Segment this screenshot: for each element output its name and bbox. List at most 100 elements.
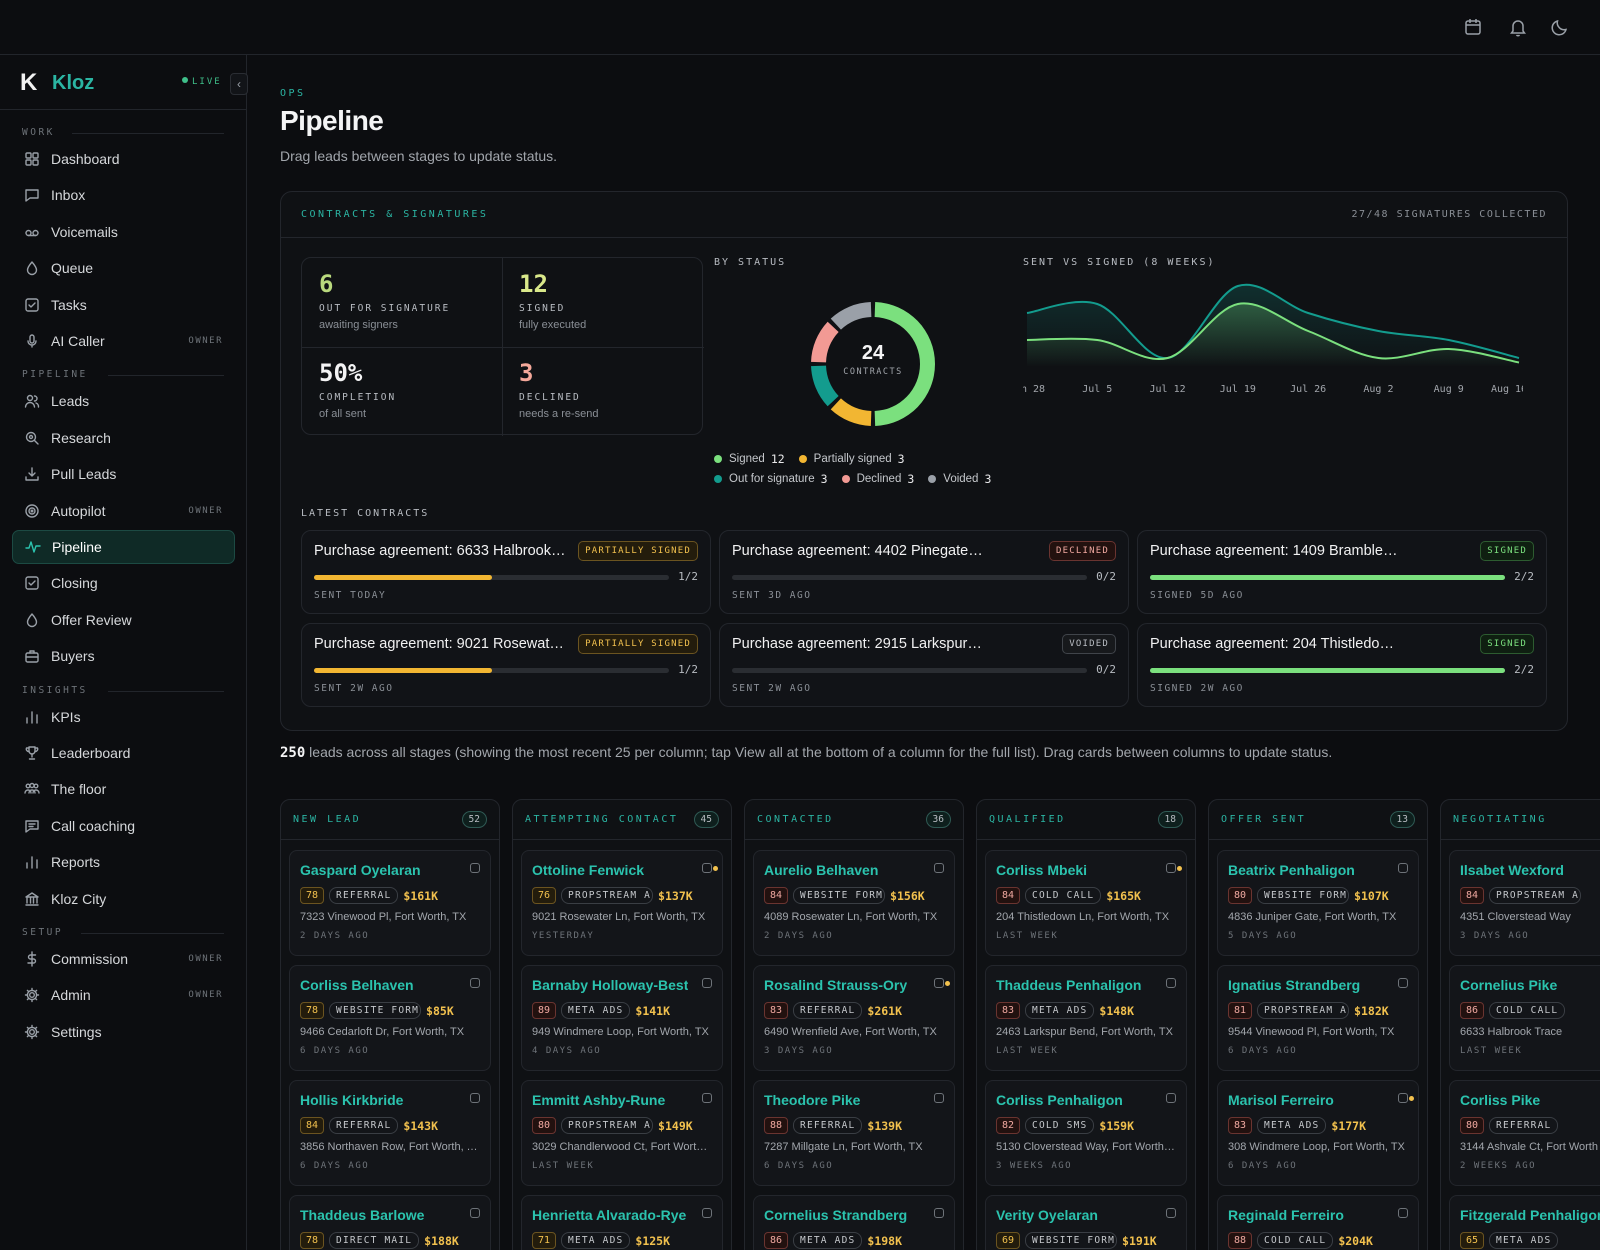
sidebar-item-commission[interactable]: Commission OWNER <box>12 942 235 976</box>
contract-card[interactable]: Purchase agreement: 4402 Pinegate Xing DE… <box>719 530 1129 614</box>
sidebar-item-settings[interactable]: Settings <box>12 1015 235 1049</box>
donut-slice-partially-signed[interactable] <box>830 398 872 426</box>
lead-name[interactable]: Ignatius Strandberg <box>1228 977 1361 993</box>
sidebar-item-reports[interactable]: Reports <box>12 845 235 879</box>
calendar-icon[interactable] <box>1463 17 1483 37</box>
select-checkbox[interactable] <box>702 1208 712 1218</box>
lead-name[interactable]: Thaddeus Penhaligon <box>996 977 1142 993</box>
select-checkbox[interactable] <box>702 978 712 988</box>
select-checkbox[interactable] <box>470 978 480 988</box>
lead-name[interactable]: Ilsabet Wexford <box>1460 862 1564 878</box>
sidebar-item-dashboard[interactable]: Dashboard <box>12 142 235 176</box>
contract-card[interactable]: Purchase agreement: 6633 Halbrook Trace P… <box>301 530 711 614</box>
lead-card[interactable]: Cornelius Pike 86 COLD CALL 6633 Halbrook T… <box>1449 965 1600 1071</box>
lead-name[interactable]: Cornelius Strandberg <box>764 1207 908 1223</box>
lead-card[interactable]: Ignatius Strandberg 81 PROPSTREAM A $182K 95… <box>1217 965 1419 1071</box>
sidebar-item-leaderboard[interactable]: Leaderboard <box>12 736 235 770</box>
contract-card[interactable]: Purchase agreement: 204 Thistledown Ln SI… <box>1137 623 1547 707</box>
lead-card[interactable]: Corliss Pike 80 REFERRAL 3144 Ashvale Ct, F… <box>1449 1080 1600 1186</box>
select-checkbox[interactable] <box>470 863 480 873</box>
lead-card[interactable]: Emmitt Ashby-Rune 80 PROPSTREAM A $149K 3029… <box>521 1080 723 1186</box>
lead-card[interactable]: Beatrix Penhaligon 80 WEBSITE FORM $107K 483… <box>1217 850 1419 956</box>
lead-card[interactable]: Theodore Pike 88 REFERRAL $139K 7287 Millgat… <box>753 1080 955 1186</box>
contract-card[interactable]: Purchase agreement: 2915 Larkspur Bend VO… <box>719 623 1129 707</box>
select-checkbox[interactable] <box>1166 863 1182 873</box>
sidebar-item-admin[interactable]: Admin OWNER <box>12 978 235 1012</box>
sidebar-item-voicemails[interactable]: Voicemails <box>12 215 235 249</box>
lead-card[interactable]: Corliss Penhaligon 82 COLD SMS $159K 5130 Cl… <box>985 1080 1187 1186</box>
lead-card[interactable]: Ilsabet Wexford 84 PROPSTREAM A 4351 Clover… <box>1449 850 1600 956</box>
lead-name[interactable]: Marisol Ferreiro <box>1228 1092 1334 1108</box>
lead-name[interactable]: Fitzgerald Penhaligon <box>1460 1207 1600 1223</box>
donut-slice-out-for-signature[interactable] <box>811 365 839 407</box>
lead-card[interactable]: Aurelio Belhaven 84 WEBSITE FORM $156K 4089 … <box>753 850 955 956</box>
lead-card[interactable]: Fitzgerald Penhaligon 65 META ADS <box>1449 1195 1600 1250</box>
moon-icon[interactable] <box>1550 17 1570 37</box>
lead-name[interactable]: Corliss Penhaligon <box>996 1092 1123 1108</box>
lead-card[interactable]: Verity Oyelaran 69 WEBSITE FORM $191K <box>985 1195 1187 1250</box>
lead-name[interactable]: Gaspard Oyelaran <box>300 862 421 878</box>
select-checkbox[interactable] <box>470 1208 480 1218</box>
lead-card[interactable]: Marisol Ferreiro 83 META ADS $177K 308 Windm… <box>1217 1080 1419 1186</box>
select-checkbox[interactable] <box>702 863 718 873</box>
sidebar-item-offer-review[interactable]: Offer Review <box>12 603 235 637</box>
lead-name[interactable]: Rosalind Strauss-Ory <box>764 977 908 993</box>
sidebar-item-kpis[interactable]: KPIs <box>12 700 235 734</box>
lead-card[interactable]: Corliss Belhaven 78 WEBSITE FORM $85K 9466 C… <box>289 965 491 1071</box>
donut-slice-declined[interactable] <box>811 321 839 363</box>
lead-name[interactable]: Emmitt Ashby-Rune <box>532 1092 666 1108</box>
sidebar-item-inbox[interactable]: Inbox <box>12 178 235 212</box>
lead-name[interactable]: Corliss Mbeki <box>996 862 1088 878</box>
select-checkbox[interactable] <box>702 1093 712 1103</box>
lead-card[interactable]: Barnaby Holloway-Best 89 META ADS $141K 949 … <box>521 965 723 1071</box>
sidebar-item-pull-leads[interactable]: Pull Leads <box>12 457 235 491</box>
sidebar-item-call-coaching[interactable]: Call coaching <box>12 809 235 843</box>
logo[interactable]: K <box>20 69 38 96</box>
lead-name[interactable]: Beatrix Penhaligon <box>1228 862 1355 878</box>
select-checkbox[interactable] <box>1398 1208 1408 1218</box>
select-checkbox[interactable] <box>470 1093 480 1103</box>
lead-name[interactable]: Corliss Pike <box>1460 1092 1541 1108</box>
sidebar-item-research[interactable]: Research <box>12 421 235 455</box>
select-checkbox[interactable] <box>1398 863 1408 873</box>
select-checkbox[interactable] <box>934 1093 944 1103</box>
bell-icon[interactable] <box>1508 17 1528 37</box>
sidebar-item-the-floor[interactable]: The floor <box>12 772 235 806</box>
sidebar-item-buyers[interactable]: Buyers <box>12 639 235 673</box>
contract-card[interactable]: Purchase agreement: 9021 Rosewater Ln PAR… <box>301 623 711 707</box>
lead-name[interactable]: Henrietta Alvarado-Rye <box>532 1207 687 1223</box>
sidebar-item-kloz-city[interactable]: Kloz City <box>12 882 235 916</box>
lead-card[interactable]: Ottoline Fenwick 76 PROPSTREAM A $137K 9021 … <box>521 850 723 956</box>
lead-name[interactable]: Cornelius Pike <box>1460 977 1558 993</box>
lead-name[interactable]: Aurelio Belhaven <box>764 862 879 878</box>
lead-name[interactable]: Corliss Belhaven <box>300 977 414 993</box>
app-name[interactable]: Kloz <box>52 72 95 94</box>
lead-card[interactable]: Henrietta Alvarado-Rye 71 META ADS $125K <box>521 1195 723 1250</box>
lead-card[interactable]: Reginald Ferreiro 88 COLD CALL $204K <box>1217 1195 1419 1250</box>
select-checkbox[interactable] <box>934 978 950 988</box>
lead-card[interactable]: Rosalind Strauss-Ory 83 REFERRAL $261K 6490 … <box>753 965 955 1071</box>
lead-name[interactable]: Thaddeus Barlowe <box>300 1207 425 1223</box>
select-checkbox[interactable] <box>1166 1208 1176 1218</box>
lead-name[interactable]: Verity Oyelaran <box>996 1207 1098 1223</box>
select-checkbox[interactable] <box>934 863 944 873</box>
lead-name[interactable]: Theodore Pike <box>764 1092 861 1108</box>
contract-card[interactable]: Purchase agreement: 1409 Bramblecote St S… <box>1137 530 1547 614</box>
lead-name[interactable]: Reginald Ferreiro <box>1228 1207 1344 1223</box>
sidebar-item-leads[interactable]: Leads <box>12 384 235 418</box>
select-checkbox[interactable] <box>1166 1093 1176 1103</box>
lead-card[interactable]: Gaspard Oyelaran 78 REFERRAL $161K 7323 Vine… <box>289 850 491 956</box>
sidebar-item-tasks[interactable]: Tasks <box>12 288 235 322</box>
select-checkbox[interactable] <box>1398 1093 1414 1103</box>
lead-name[interactable]: Ottoline Fenwick <box>532 862 645 878</box>
sidebar-item-pipeline[interactable]: Pipeline <box>12 530 235 564</box>
lead-card[interactable]: Hollis Kirkbride 84 REFERRAL $143K 3856 Nort… <box>289 1080 491 1186</box>
select-checkbox[interactable] <box>934 1208 944 1218</box>
donut-slice-voided[interactable] <box>830 302 872 330</box>
sidebar-item-autopilot[interactable]: Autopilot OWNER <box>12 494 235 528</box>
lead-card[interactable]: Corliss Mbeki 84 COLD CALL $165K 204 Thistle… <box>985 850 1187 956</box>
sidebar-item-ai-caller[interactable]: AI Caller OWNER <box>12 324 235 358</box>
lead-name[interactable]: Barnaby Holloway-Best <box>532 977 689 993</box>
sidebar-item-queue[interactable]: Queue <box>12 251 235 285</box>
donut-slice-signed[interactable] <box>874 302 935 426</box>
